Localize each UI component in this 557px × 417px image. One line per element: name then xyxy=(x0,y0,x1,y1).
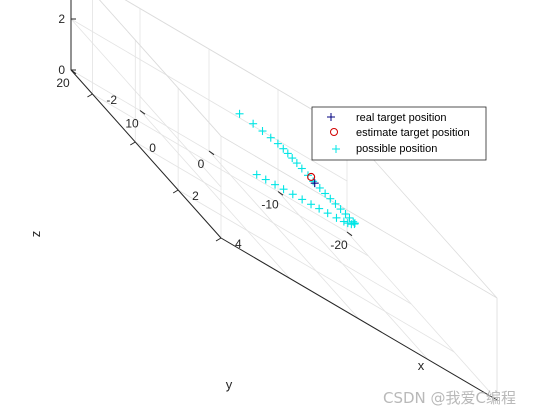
possible-position-marker xyxy=(326,194,335,203)
legend-box xyxy=(311,106,487,161)
possible-position-marker xyxy=(258,127,267,136)
x-tick-label: 2 xyxy=(192,189,199,203)
y-tick-mark xyxy=(139,110,146,115)
axis-lines xyxy=(70,0,498,401)
data-marks xyxy=(235,109,359,229)
z-tick-label: 2 xyxy=(58,12,65,26)
possible-position-marker xyxy=(332,213,341,222)
x-tick-mark xyxy=(130,141,136,146)
box-edge xyxy=(220,135,498,299)
y-axis-label: y xyxy=(226,377,233,392)
possible-position-marker xyxy=(292,159,301,168)
y-axis-line xyxy=(70,69,222,239)
possible-position-marker xyxy=(315,204,324,213)
legend-possible-icon xyxy=(332,145,340,153)
possible-position-marker xyxy=(298,195,307,204)
grid-line xyxy=(139,110,291,279)
x-tick-label: -2 xyxy=(106,93,117,107)
x-axis-line xyxy=(220,237,498,401)
possible-position-marker xyxy=(266,133,275,142)
possible-position-marker xyxy=(235,109,244,118)
possible-position-marker xyxy=(323,209,332,218)
possible-position-marker xyxy=(331,199,340,208)
possible-position-marker xyxy=(336,205,345,214)
possible-position-marker xyxy=(283,149,292,158)
grid-line xyxy=(99,0,222,137)
possible-position-marker xyxy=(249,119,258,128)
possible-position-marker xyxy=(309,177,318,186)
legend-estimate-icon xyxy=(330,128,338,136)
possible-position-marker xyxy=(315,183,324,192)
possible-position-marker xyxy=(279,144,288,153)
y-tick-label: 0 xyxy=(198,157,205,171)
box-edge xyxy=(124,0,348,131)
possible-position-marker xyxy=(271,180,280,189)
legend-estimate-label: estimate target position xyxy=(356,127,470,139)
possible-position-marker xyxy=(261,175,270,184)
possible-position-marker xyxy=(343,219,352,228)
real-target-marker xyxy=(310,179,319,188)
legend-possible-label: possible position xyxy=(356,143,437,155)
x-tick-label: 4 xyxy=(235,237,242,251)
x-tick-mark xyxy=(87,93,93,98)
y-tick-mark xyxy=(208,150,215,156)
estimate-target-marker xyxy=(307,172,316,181)
grid-line xyxy=(277,191,429,360)
possible-position-marker xyxy=(252,170,261,179)
x-axis-label: x xyxy=(418,358,425,373)
x-tick-mark xyxy=(172,189,179,194)
legend: real target position estimate target pos… xyxy=(311,106,487,161)
possible-position-marker xyxy=(341,210,350,219)
box-edge xyxy=(99,0,222,137)
z-tick-label: 0 xyxy=(58,63,65,77)
possible-position-marker xyxy=(279,185,288,194)
possible-position-marker xyxy=(288,190,297,199)
grid-line xyxy=(70,18,222,188)
x-tick-label: 0 xyxy=(149,141,156,155)
grid-lines xyxy=(70,0,498,401)
possible-position-marker xyxy=(345,213,354,222)
legend-real-label: real target position xyxy=(356,112,447,124)
grid-line xyxy=(70,18,348,182)
possible-position-marker xyxy=(288,154,297,163)
watermark-text: CSDN @我爱C编程 xyxy=(383,389,516,407)
y-tick-label: -20 xyxy=(330,238,348,252)
y-tick-mark xyxy=(277,191,284,196)
y-tick-mark xyxy=(70,69,77,75)
legend-real-icon xyxy=(327,113,335,121)
y-tick-label: -10 xyxy=(261,198,279,212)
possible-position-marker xyxy=(297,164,306,173)
z-axis-label: z xyxy=(28,231,43,238)
possible-position-marker xyxy=(321,189,330,198)
grid-line xyxy=(208,150,360,320)
possible-position-marker xyxy=(339,217,348,226)
possible-position-marker xyxy=(273,139,282,148)
grid-line xyxy=(346,231,498,401)
y-tick-label: 10 xyxy=(125,117,139,131)
possible-position-marker xyxy=(347,220,356,229)
y-tick-label: 20 xyxy=(56,76,70,90)
possible-position-marker xyxy=(307,200,316,209)
y-tick-mark xyxy=(346,231,353,237)
x-tick-mark xyxy=(215,237,222,242)
